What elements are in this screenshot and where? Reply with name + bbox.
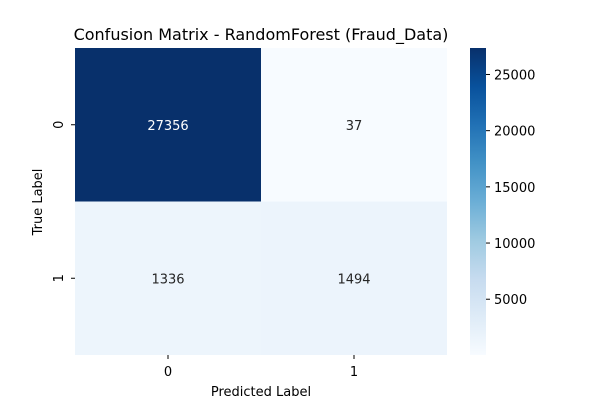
- heatmap-cell: [75, 201, 261, 355]
- x-axis-label: Predicted Label: [211, 385, 311, 400]
- heatmap-cell: [261, 48, 447, 202]
- cell-value-label: 27356: [147, 119, 188, 134]
- colorbar-tick-label: 5000: [494, 293, 527, 308]
- heatmap-cells: [75, 48, 447, 355]
- colorbar: [470, 48, 486, 355]
- y-tick-label: 0: [52, 121, 67, 129]
- y-tick-label: 1: [52, 274, 67, 282]
- colorbar-tick-label: 20000: [494, 125, 535, 140]
- x-tick-label: 1: [350, 365, 358, 380]
- heatmap-cell-labels: 27356 37 1336 1494: [147, 119, 370, 288]
- cell-value-label: 1494: [337, 272, 370, 287]
- colorbar-ticks: 5000 10000 15000 20000 25000: [486, 68, 535, 308]
- colorbar-tick-label: 15000: [494, 181, 535, 196]
- heatmap-cell: [75, 48, 261, 202]
- y-axis-label: True Label: [31, 169, 46, 237]
- x-tick-label: 0: [164, 365, 172, 380]
- cell-value-label: 1336: [151, 272, 184, 287]
- colorbar-tick-label: 25000: [494, 68, 535, 83]
- colorbar-tick-label: 10000: [494, 237, 535, 252]
- cell-value-label: 37: [346, 119, 363, 134]
- heatmap-axes: 0 1 0 1: [52, 121, 358, 380]
- chart-title: Confusion Matrix - RandomForest (Fraud_D…: [74, 25, 449, 45]
- heatmap-cell: [261, 201, 447, 355]
